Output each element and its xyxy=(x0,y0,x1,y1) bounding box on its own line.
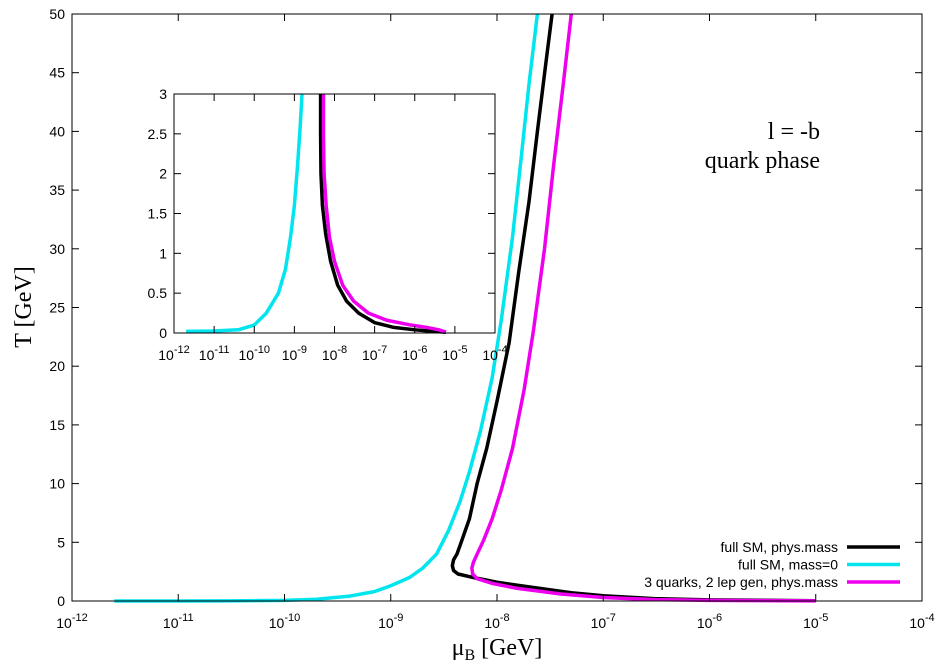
inset-x-tick-label: 10-9 xyxy=(282,344,307,363)
y-axis-label: T [GeV] xyxy=(11,266,37,348)
main-x-tick-label: 10-4 xyxy=(909,612,934,631)
x-axis-label-symbol: μ xyxy=(452,635,465,661)
legend-label-0: full SM, phys.mass xyxy=(721,539,838,555)
inset-x-tick-label: 10-4 xyxy=(482,344,507,363)
annotation-line-1: l = -b xyxy=(768,119,820,145)
inset-plot-frame xyxy=(173,93,496,334)
inset-plot: 10-12 10-11 10-10 10-9 10-8 10-7 10-6 10-5 10-4 0… xyxy=(148,86,508,363)
inset-y-tick-label: 0.5 xyxy=(148,285,168,301)
inset-x-tick-label: 10-5 xyxy=(442,344,467,363)
main-x-tick-label: 10-7 xyxy=(591,612,616,631)
annotation-line-2: quark phase xyxy=(705,148,820,174)
inset-x-tick-label: 10-11 xyxy=(199,344,230,363)
main-ticks-group: 10-12 10-11 10-10 10-9 10-8 10-7 10-6 10-5 10-4 0… xyxy=(49,6,934,631)
main-x-tick-label: 10-10 xyxy=(269,612,300,631)
main-x-tick-label: 10-9 xyxy=(378,612,403,631)
x-axis-label-unit: [GeV] xyxy=(475,635,542,661)
main-y-tick-label: 45 xyxy=(49,65,65,81)
inset-y-tick-label: 0 xyxy=(159,325,167,341)
inset-y-tick-label: 1.5 xyxy=(148,206,168,222)
main-y-tick-label: 40 xyxy=(49,123,65,139)
main-series-line-2 xyxy=(470,13,816,603)
main-y-tick-label: 0 xyxy=(57,593,65,609)
main-x-tick-label: 10-11 xyxy=(163,612,194,631)
legend-label-1: full SM, mass=0 xyxy=(738,557,838,573)
inset-series-line-1 xyxy=(186,93,304,334)
x-axis-label-subscript: B xyxy=(464,647,475,662)
main-y-tick-label: 30 xyxy=(49,241,65,257)
main-y-tick-label: 35 xyxy=(49,182,65,198)
inset-x-tick-label: 10-8 xyxy=(322,344,347,363)
inset-x-tick-label: 10-10 xyxy=(239,344,270,363)
inset-y-tick-label: 1 xyxy=(159,245,167,261)
inset-x-tick-label: 10-12 xyxy=(158,344,189,363)
inset-y-tick-label: 3 xyxy=(159,86,167,102)
inset-y-tick-label: 2 xyxy=(159,166,167,182)
main-x-tick-label: 10-6 xyxy=(697,612,722,631)
main-series-line-0 xyxy=(450,13,816,603)
inset-x-tick-label: 10-6 xyxy=(402,344,427,363)
main-plot-frame xyxy=(71,13,923,602)
main-y-tick-label: 10 xyxy=(49,476,65,492)
inset-background xyxy=(174,94,495,333)
main-y-tick-label: 15 xyxy=(49,417,65,433)
x-axis-label: μB [GeV] xyxy=(452,635,543,662)
main-y-tick-label: 5 xyxy=(57,534,65,550)
main-series-line-1 xyxy=(114,13,540,603)
inset-series-group xyxy=(186,93,447,334)
inset-series-line-2 xyxy=(321,94,447,334)
main-x-tick-label: 10-8 xyxy=(484,612,509,631)
inset-y-tick-label: 2.5 xyxy=(148,126,168,142)
main-series-group xyxy=(114,13,816,603)
inset-x-tick-label: 10-7 xyxy=(362,344,387,363)
main-y-tick-label: 20 xyxy=(49,358,65,374)
main-plot: 10-12 10-11 10-10 10-9 10-8 10-7 10-6 10-5 10-4 0… xyxy=(49,6,934,631)
legend: full SM, phys.mass full SM, mass=03 quark… xyxy=(644,539,900,590)
inset-series-line-0 xyxy=(318,94,447,334)
legend-label-2: 3 quarks, 2 lep gen, phys.mass xyxy=(644,574,838,590)
main-y-tick-label: 25 xyxy=(49,300,65,316)
main-x-tick-label: 10-12 xyxy=(56,612,87,631)
main-y-tick-label: 50 xyxy=(49,6,65,22)
main-x-tick-label: 10-5 xyxy=(803,612,828,631)
